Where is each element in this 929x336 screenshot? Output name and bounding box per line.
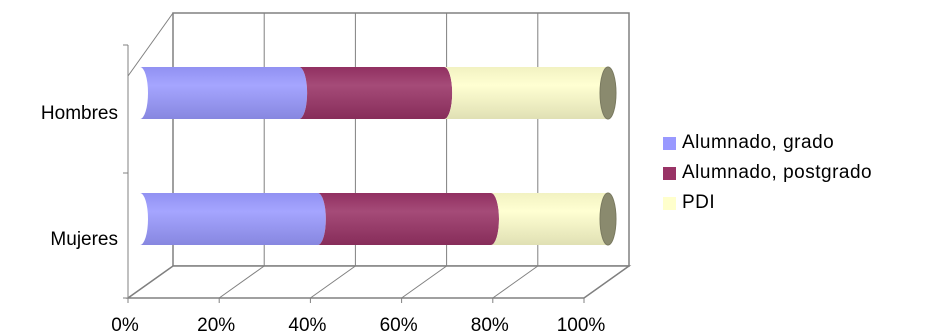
x-tick-label: 20%	[197, 315, 235, 336]
x-axis-ticks: 0% 20% 40% 60% 80% 100%	[111, 315, 605, 336]
x-tick-label: 40%	[288, 315, 326, 336]
bar-segment	[140, 193, 326, 245]
floor-gridline	[583, 265, 630, 299]
bar-segment	[491, 193, 616, 245]
x-tick-label: 80%	[471, 315, 509, 336]
bar-end-cap	[599, 66, 617, 120]
legend-label: PDI	[682, 192, 716, 213]
category-label: Hombres	[41, 103, 118, 124]
legend-label: Alumnado, postgrado	[682, 162, 873, 183]
bar-segment	[299, 67, 453, 119]
x-tick-label: 0%	[111, 315, 139, 336]
gridlines	[127, 13, 630, 303]
floor-plane	[125, 265, 632, 299]
floor-gridline	[401, 265, 447, 299]
legend-swatch	[663, 196, 676, 210]
legend-item: Alumnado, grado	[663, 130, 872, 156]
legend-label: Alumnado, grado	[682, 132, 835, 153]
x-tick-label: 60%	[380, 315, 418, 336]
bar-end-cap	[599, 192, 617, 246]
floor-gridline	[127, 265, 174, 299]
floor-gridline	[492, 265, 539, 299]
x-tick-label: 100%	[557, 315, 606, 336]
legend-swatch	[663, 136, 676, 150]
category-label: Mujeres	[50, 229, 118, 250]
chart-back-wall	[123, 12, 630, 299]
floor-gridline	[218, 265, 265, 299]
bar-segment	[317, 193, 499, 245]
bars	[140, 66, 617, 246]
floor-gridline	[310, 265, 356, 299]
chart-floor	[125, 265, 632, 299]
side-wall-top-edge	[127, 12, 174, 77]
bar-segment	[140, 67, 308, 119]
legend-swatch	[663, 166, 676, 180]
legend: Alumnado, grado Alumnado, postgrado PDI	[663, 130, 872, 220]
bar-segment	[444, 67, 616, 119]
legend-item: Alumnado, postgrado	[663, 160, 872, 186]
category-labels: Hombres Mujeres	[41, 103, 118, 250]
legend-item: PDI	[663, 190, 872, 216]
